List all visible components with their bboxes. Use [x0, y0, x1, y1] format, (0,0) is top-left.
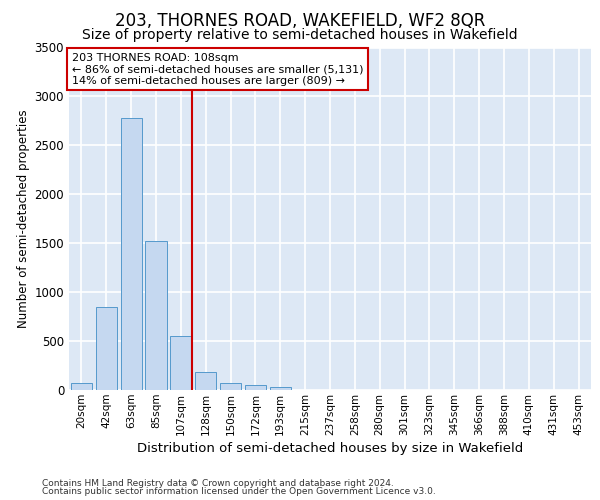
- X-axis label: Distribution of semi-detached houses by size in Wakefield: Distribution of semi-detached houses by …: [137, 442, 523, 455]
- Bar: [170, 336, 191, 390]
- Bar: [245, 384, 266, 390]
- Bar: [195, 372, 216, 390]
- Bar: [71, 383, 92, 390]
- Bar: [96, 307, 117, 390]
- Bar: [270, 387, 291, 390]
- Text: Contains HM Land Registry data © Crown copyright and database right 2024.: Contains HM Land Registry data © Crown c…: [42, 478, 394, 488]
- Bar: [220, 382, 241, 390]
- Text: Contains public sector information licensed under the Open Government Licence v3: Contains public sector information licen…: [42, 487, 436, 496]
- Bar: [121, 118, 142, 390]
- Bar: [145, 242, 167, 390]
- Text: Size of property relative to semi-detached houses in Wakefield: Size of property relative to semi-detach…: [82, 28, 518, 42]
- Text: 203 THORNES ROAD: 108sqm
← 86% of semi-detached houses are smaller (5,131)
14% o: 203 THORNES ROAD: 108sqm ← 86% of semi-d…: [71, 52, 363, 86]
- Y-axis label: Number of semi-detached properties: Number of semi-detached properties: [17, 110, 31, 328]
- Text: 203, THORNES ROAD, WAKEFIELD, WF2 8QR: 203, THORNES ROAD, WAKEFIELD, WF2 8QR: [115, 12, 485, 30]
